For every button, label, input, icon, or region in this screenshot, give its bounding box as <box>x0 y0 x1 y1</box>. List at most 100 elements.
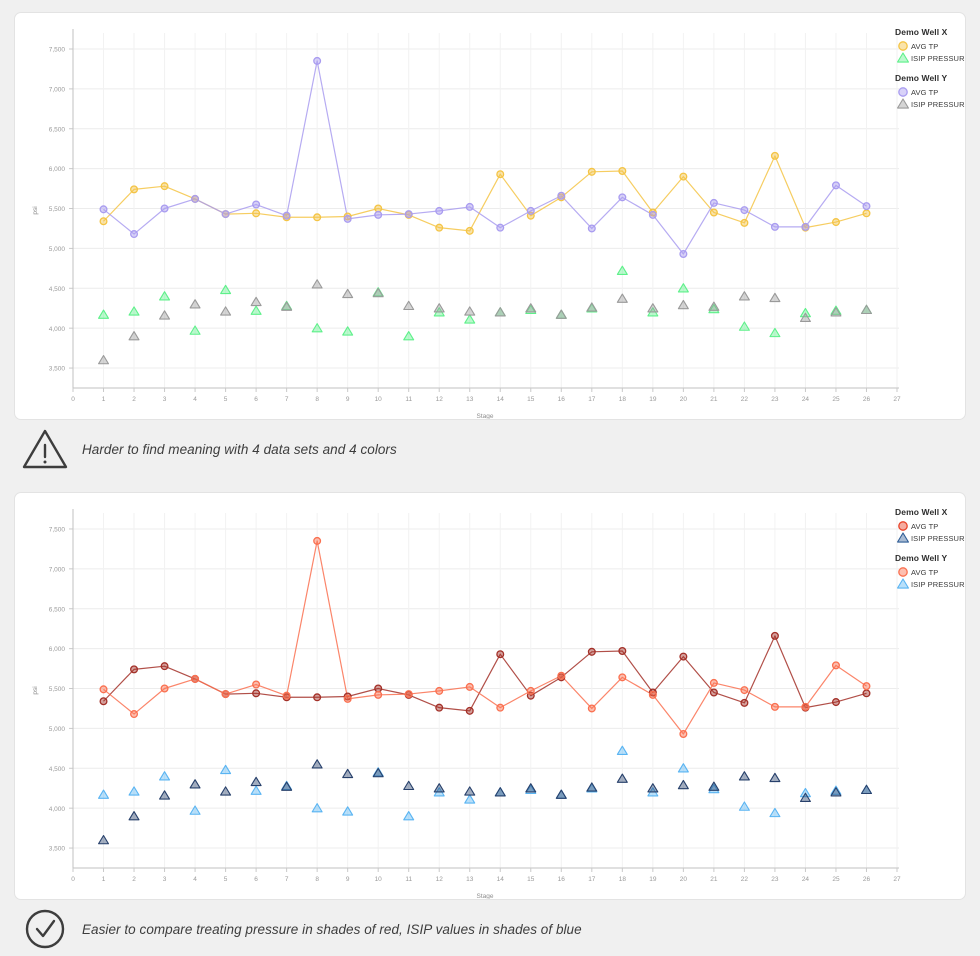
svg-text:1: 1 <box>102 396 106 403</box>
legend-item[interactable]: AVG TP <box>895 566 965 578</box>
legend-item[interactable]: ISIP PRESSURE <box>895 98 966 110</box>
svg-text:8: 8 <box>315 396 319 403</box>
legend-item[interactable]: ISIP PRESSURE <box>895 52 966 64</box>
svg-text:24: 24 <box>802 396 810 403</box>
legend-item-label: AVG TP <box>911 41 939 51</box>
svg-text:20: 20 <box>680 876 688 883</box>
svg-text:6,500: 6,500 <box>49 126 66 133</box>
triangle-marker-icon <box>895 52 911 64</box>
legend-item-label: ISIP PRESSURE <box>911 53 966 63</box>
triangle-marker-icon <box>895 532 911 544</box>
svg-text:0: 0 <box>71 396 75 403</box>
svg-text:3,500: 3,500 <box>49 846 66 853</box>
svg-text:11: 11 <box>405 396 412 403</box>
svg-text:11: 11 <box>405 876 412 883</box>
svg-text:13: 13 <box>466 876 474 883</box>
svg-text:4,500: 4,500 <box>49 766 66 773</box>
svg-text:9: 9 <box>346 876 350 883</box>
svg-text:25: 25 <box>832 396 840 403</box>
svg-text:7: 7 <box>285 396 289 403</box>
legend-item[interactable]: AVG TP <box>895 86 965 98</box>
warning-triangle-icon <box>22 429 68 469</box>
svg-text:5: 5 <box>224 396 228 403</box>
circle-marker-icon <box>895 40 911 52</box>
svg-text:7: 7 <box>285 876 289 883</box>
svg-text:27: 27 <box>893 396 901 403</box>
svg-text:1: 1 <box>102 876 106 883</box>
svg-text:13: 13 <box>466 396 474 403</box>
legend-item[interactable]: ISIP PRESSURE <box>895 532 966 544</box>
svg-text:6: 6 <box>254 876 258 883</box>
legend-item[interactable]: ISIP PRESSURE <box>895 578 966 590</box>
chart-card-four-colors: 3,500 4,000 4,500 5,000 5,500 6,000 6,500 7,000… <box>14 12 966 420</box>
svg-text:5,500: 5,500 <box>49 206 66 213</box>
svg-text:4: 4 <box>193 876 197 883</box>
svg-text:3: 3 <box>163 876 167 883</box>
note-text: Easier to compare treating pressure in s… <box>82 921 582 937</box>
svg-text:22: 22 <box>741 396 749 403</box>
svg-text:3,500: 3,500 <box>49 366 66 373</box>
legend-group: Demo Well Y AVG TP ISIP PRESSURE <box>895 73 966 110</box>
svg-text:4,500: 4,500 <box>49 286 66 293</box>
svg-text:Stage: Stage <box>477 893 494 899</box>
chart-paired-shades: 3,500 4,000 4,500 5,000 5,500 6,000 6,500 7,000… <box>32 509 901 899</box>
svg-text:12: 12 <box>436 876 444 883</box>
svg-text:14: 14 <box>497 396 505 403</box>
svg-text:19: 19 <box>649 876 657 883</box>
svg-text:19: 19 <box>649 396 657 403</box>
legend-item[interactable]: AVG TP <box>895 40 965 52</box>
check-circle-icon <box>25 909 65 949</box>
svg-text:26: 26 <box>863 396 871 403</box>
circle-marker-icon <box>895 86 911 98</box>
svg-text:25: 25 <box>832 876 840 883</box>
legend-group-title: Demo Well Y <box>895 553 948 563</box>
svg-text:14: 14 <box>497 876 505 883</box>
legend-item-label: AVG TP <box>911 87 939 97</box>
svg-text:10: 10 <box>375 396 383 403</box>
chart-card-paired-shades: 3,500 4,000 4,500 5,000 5,500 6,000 6,500 7,000… <box>14 492 966 900</box>
note-text: Harder to find meaning with 4 data sets … <box>82 441 397 457</box>
svg-text:2: 2 <box>132 396 136 403</box>
svg-text:12: 12 <box>436 396 444 403</box>
chart-legend-paired-shades: Demo Well X AVG TP ISIP PRESSURE Demo Well … <box>895 507 966 599</box>
svg-text:22: 22 <box>741 876 749 883</box>
svg-text:5: 5 <box>224 876 228 883</box>
legend-group-title: Demo Well X <box>895 27 948 37</box>
legend-group-title: Demo Well X <box>895 507 948 517</box>
svg-text:5,000: 5,000 <box>49 246 66 253</box>
legend-group: Demo Well Y AVG TP ISIP PRESSURE <box>895 553 966 590</box>
svg-text:16: 16 <box>558 876 566 883</box>
circle-marker-icon <box>895 566 911 578</box>
svg-text:psi: psi <box>32 686 39 694</box>
svg-text:21: 21 <box>710 876 718 883</box>
legend-item-label: ISIP PRESSURE <box>911 533 966 543</box>
legend-item[interactable]: AVG TP <box>895 520 965 532</box>
svg-text:15: 15 <box>527 396 535 403</box>
chart-legend-four-colors: Demo Well X AVG TP ISIP PRESSURE Demo Well … <box>895 27 966 119</box>
svg-text:18: 18 <box>619 396 627 403</box>
svg-text:6: 6 <box>254 396 258 403</box>
legend-item-label: ISIP PRESSURE <box>911 99 966 109</box>
svg-text:9: 9 <box>346 396 350 403</box>
svg-text:23: 23 <box>771 396 779 403</box>
legend-group: Demo Well X AVG TP ISIP PRESSURE <box>895 27 966 64</box>
svg-text:4,000: 4,000 <box>49 806 66 813</box>
svg-text:psi: psi <box>32 206 39 214</box>
svg-text:27: 27 <box>893 876 901 883</box>
svg-text:4: 4 <box>193 396 197 403</box>
legend-item-label: AVG TP <box>911 521 939 531</box>
svg-text:16: 16 <box>558 396 566 403</box>
note-four-colors: Harder to find meaning with 4 data sets … <box>22 428 397 470</box>
svg-text:15: 15 <box>527 876 535 883</box>
note-paired-shades: Easier to compare treating pressure in s… <box>22 908 582 950</box>
svg-text:6,000: 6,000 <box>49 646 66 653</box>
svg-text:7,500: 7,500 <box>49 527 66 534</box>
svg-text:8: 8 <box>315 876 319 883</box>
legend-item-label: ISIP PRESSURE <box>911 579 966 589</box>
chart-four-colors: 3,500 4,000 4,500 5,000 5,500 6,000 6,500 7,000… <box>32 29 901 419</box>
svg-text:6,500: 6,500 <box>49 606 66 613</box>
svg-text:20: 20 <box>680 396 688 403</box>
svg-text:5,000: 5,000 <box>49 726 66 733</box>
triangle-marker-icon <box>895 578 911 590</box>
